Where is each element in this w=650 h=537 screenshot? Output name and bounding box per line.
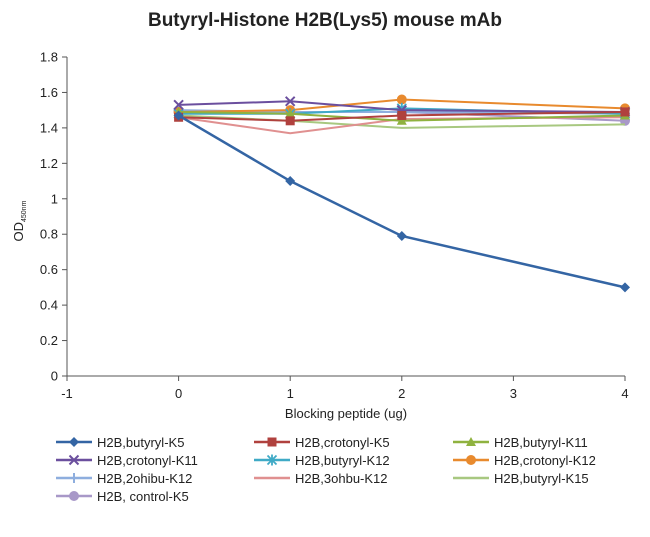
legend-item: H2B,crotonyl-K12 [451,451,596,469]
legend-swatch-marker [266,454,278,466]
legend-swatch [254,476,290,480]
data-point [396,94,407,105]
legend-label: H2B,crotonyl-K11 [97,452,198,468]
y-tick-label: 1.2 [40,156,58,171]
x-tick-label: 3 [510,386,517,401]
y-tick-label: 0.6 [40,262,58,277]
legend-swatch [254,437,290,447]
data-point [396,230,407,241]
y-tick-label: 0.8 [40,227,58,242]
legend-swatch [56,491,92,501]
legend-label: H2B,3ohbu-K12 [295,470,388,486]
legend-item: H2B,butyryl-K15 [451,469,589,487]
y-tick-label: 0.4 [40,298,58,313]
x-tick-label: 4 [621,386,628,401]
legend-swatch [56,437,92,447]
data-point [285,116,295,126]
legend-swatch-marker [69,491,79,501]
legend-swatch-marker [267,437,277,447]
legend-item: H2B,2ohibu-K12 [54,469,192,487]
y-tick-label: 1.4 [40,120,58,135]
data-point [173,110,184,121]
data-point [396,115,407,125]
legend-swatch-marker [68,454,80,466]
data-point [397,110,407,120]
legend-swatch-marker [69,473,79,483]
y-tick-label: 1 [51,191,58,206]
series-line [178,110,626,122]
legend-item: H2B,butyryl-K5 [54,433,184,451]
y-tick-label: 0 [51,369,58,384]
series-line [178,100,626,113]
legend-swatch [56,454,92,466]
data-point [173,99,184,111]
legend-label: H2B,crotonyl-K12 [494,452,596,468]
data-point [620,282,630,293]
legend-swatch [453,455,489,465]
legend-label: H2B,butyryl-K12 [295,452,390,468]
x-tick-label: 1 [287,386,294,401]
legend-swatch-marker [466,437,476,446]
data-point [284,96,296,107]
legend-label: H2B,2ohibu-K12 [97,470,193,486]
legend-label: H2B,butyryl-K5 [97,434,185,450]
data-point [285,108,296,118]
y-axis-label: OD450nm [11,200,28,241]
legend-item: H2B,butyryl-K11 [451,433,588,451]
legend-label: H2B,crotonyl-K5 [295,434,390,450]
y-tick-label: 1.6 [40,85,58,100]
legend-swatch-marker [466,455,476,465]
legend-swatch [453,437,489,446]
legend-item: H2B,crotonyl-K5 [252,433,390,451]
x-tick-label: -1 [61,386,73,401]
y-tick-label: 1.8 [40,50,58,65]
legend-swatch [453,476,489,480]
y-tick-label: 0.2 [40,333,58,348]
legend-item: H2B,3ohbu-K12 [252,469,388,487]
x-tick-label: 2 [398,386,405,401]
x-tick-label: 0 [175,386,182,401]
legend-swatch [56,473,92,483]
legend-item: H2B,crotonyl-K11 [54,451,198,469]
legend-swatch [254,454,290,466]
legend-item: H2B,butyryl-K12 [252,451,390,469]
legend-label: H2B,butyryl-K11 [494,434,588,450]
x-axis-label: Blocking peptide (ug) [285,406,407,421]
series-line [177,114,626,289]
legend-label: H2B, control-K5 [97,488,189,504]
y-axis-label-main: OD [11,222,26,242]
series-0 [173,110,630,293]
y-axis-label-subscript: 450nm [21,200,28,222]
legend-label: H2B,butyryl-K15 [494,470,589,486]
data-point [620,107,630,117]
legend-swatch-marker [69,437,79,447]
data-point [285,176,296,187]
legend-item: H2B, control-K5 [54,487,189,505]
chart-title: Butyryl-Histone H2B(Lys5) mouse mAb [147,10,503,31]
